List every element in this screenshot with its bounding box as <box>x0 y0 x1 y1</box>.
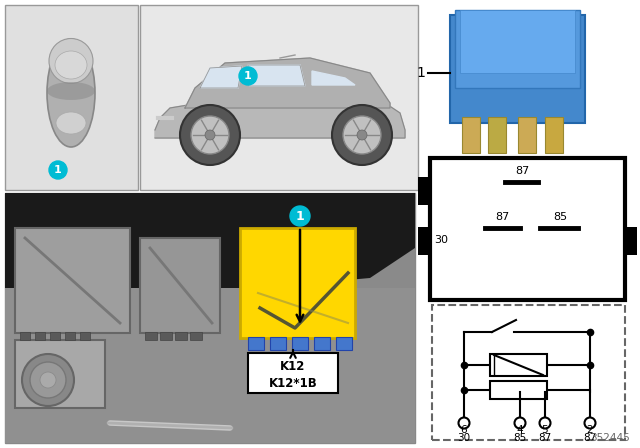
Text: 1: 1 <box>54 165 62 175</box>
Polygon shape <box>248 65 305 86</box>
Bar <box>418 227 432 255</box>
Circle shape <box>40 372 56 388</box>
Bar <box>490 354 547 376</box>
Circle shape <box>343 116 381 154</box>
Bar <box>545 117 563 153</box>
Text: 1: 1 <box>296 210 305 223</box>
Bar <box>248 353 338 393</box>
Text: 85: 85 <box>553 212 567 222</box>
Bar <box>455 10 580 88</box>
Ellipse shape <box>47 82 95 100</box>
Bar <box>5 5 138 190</box>
Circle shape <box>458 418 470 428</box>
Circle shape <box>22 354 74 406</box>
Bar <box>50 332 60 340</box>
Text: 1: 1 <box>244 71 252 81</box>
Bar <box>140 5 418 190</box>
Bar <box>140 238 220 333</box>
Bar <box>430 158 625 300</box>
Text: 6: 6 <box>461 425 467 435</box>
Circle shape <box>290 206 310 226</box>
Bar <box>270 337 286 350</box>
Circle shape <box>515 418 525 428</box>
Bar <box>80 332 90 340</box>
Text: 87: 87 <box>515 166 529 176</box>
Bar <box>336 337 352 350</box>
Text: 87: 87 <box>495 212 509 222</box>
Text: K12*1B: K12*1B <box>269 376 317 389</box>
Bar <box>160 332 172 340</box>
Bar <box>488 117 506 153</box>
Ellipse shape <box>55 51 87 79</box>
Text: 5: 5 <box>541 425 548 435</box>
Text: 87: 87 <box>584 433 596 443</box>
Bar <box>292 337 308 350</box>
Circle shape <box>332 105 392 165</box>
Bar <box>248 337 264 350</box>
Bar <box>450 15 585 123</box>
Bar <box>623 227 637 255</box>
Text: 85: 85 <box>513 433 527 443</box>
Polygon shape <box>5 193 415 293</box>
Circle shape <box>357 130 367 140</box>
Bar <box>462 117 480 153</box>
Polygon shape <box>312 71 355 85</box>
Polygon shape <box>185 58 390 108</box>
Bar <box>518 117 536 153</box>
Circle shape <box>584 418 595 428</box>
Ellipse shape <box>49 39 93 83</box>
Bar <box>240 228 355 338</box>
Bar <box>190 332 202 340</box>
Circle shape <box>180 105 240 165</box>
Text: 30: 30 <box>458 433 470 443</box>
Circle shape <box>205 130 215 140</box>
Text: 2: 2 <box>587 425 593 435</box>
Text: 87: 87 <box>538 433 552 443</box>
Bar <box>175 332 187 340</box>
Bar <box>145 332 157 340</box>
Bar <box>15 340 105 408</box>
Bar <box>432 305 625 440</box>
Text: K12: K12 <box>280 359 306 372</box>
Bar <box>35 332 45 340</box>
Polygon shape <box>200 66 242 88</box>
Circle shape <box>540 418 550 428</box>
Bar <box>65 332 75 340</box>
Text: 1: 1 <box>416 66 425 80</box>
Bar <box>5 288 415 443</box>
Bar <box>418 177 432 205</box>
Ellipse shape <box>47 39 95 147</box>
Circle shape <box>191 116 229 154</box>
Text: 352445: 352445 <box>590 433 630 443</box>
Ellipse shape <box>56 112 86 134</box>
Circle shape <box>49 161 67 179</box>
Text: 4: 4 <box>516 425 524 435</box>
Circle shape <box>239 67 257 85</box>
Text: 30: 30 <box>434 235 448 245</box>
Bar <box>15 228 130 333</box>
Bar <box>5 193 415 443</box>
Bar <box>490 381 547 399</box>
Circle shape <box>30 362 66 398</box>
Polygon shape <box>155 103 405 138</box>
Bar <box>314 337 330 350</box>
Bar <box>20 332 30 340</box>
Bar <box>460 10 575 73</box>
